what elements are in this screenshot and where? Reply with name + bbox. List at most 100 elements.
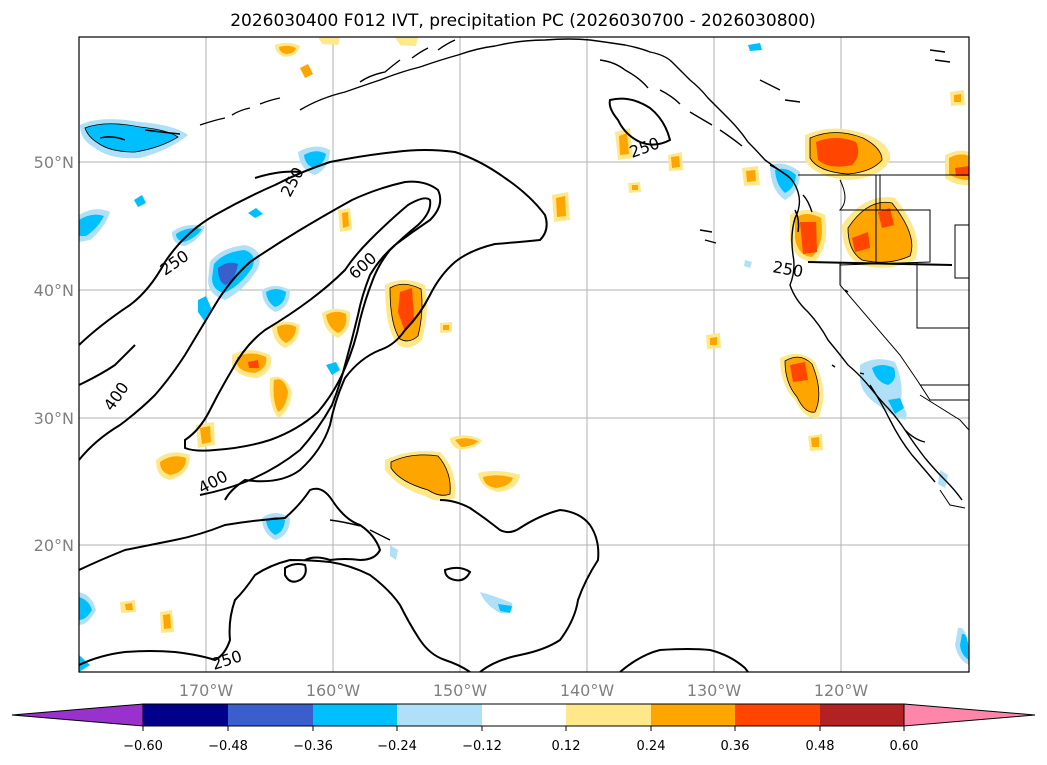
lon-label: 160°W: [306, 681, 361, 700]
precip-pos-area: [342, 212, 349, 228]
precip-pos-area: [200, 426, 211, 444]
precip-pos-area: [878, 208, 894, 228]
precip-pos-area: [277, 324, 296, 343]
precip-neg-area: [218, 262, 238, 285]
colorbar-label: 0.48: [806, 739, 835, 754]
colorbar-segment: [143, 704, 228, 726]
precip-pos-area: [954, 94, 961, 102]
ivt-contour-250: [619, 648, 749, 672]
precip-pos-area: [746, 170, 756, 182]
colorbar-label: −0.60: [123, 739, 163, 754]
precip-pos-area: [125, 603, 133, 610]
colorbar-label: 0.36: [721, 739, 750, 754]
ivt-contour-250: [807, 261, 953, 266]
colorbar-segment: [397, 704, 482, 726]
lat-label: 40°N: [34, 281, 74, 300]
precip-neg-area: [266, 517, 285, 535]
colorbar-label: 0.12: [552, 739, 581, 754]
lon-label: 120°W: [814, 681, 869, 700]
colorbar-segment: [903, 703, 1036, 727]
precip-pos-area: [955, 166, 969, 176]
colorbar-label: 0.24: [637, 739, 666, 754]
precip-neg-area: [390, 545, 398, 560]
precip-pos-area: [318, 37, 340, 45]
precip-neg-area: [872, 365, 896, 385]
ivt-contour-250: [79, 149, 548, 346]
map-area: 250 250 600 400 400 250 250 250: [78, 36, 970, 673]
precip-neg-area: [266, 289, 286, 307]
precip-pos-area: [300, 64, 313, 78]
colorbar-segment: [228, 704, 313, 726]
colorbar-frame: [142, 703, 905, 727]
precip-pos-area: [455, 438, 478, 447]
precip-neg-area: [248, 208, 263, 218]
colorbar-segment: [651, 704, 735, 726]
colorbar-label: −0.48: [208, 739, 248, 754]
longitude-labels: 170°W 160°W 150°W 140°W 130°W 120°W: [179, 681, 869, 700]
colorbar: −0.60 −0.48 −0.36 −0.24 −0.12 0.12 0.24 …: [11, 703, 1036, 754]
precip-neg-area: [888, 398, 904, 414]
ivt-contour-250: [284, 563, 307, 583]
ivt-contour-400: [79, 180, 442, 496]
colorbar-segment: [566, 704, 651, 726]
lon-label: 140°W: [560, 681, 615, 700]
precip-pos-area: [326, 311, 347, 333]
colorbar-segment: [735, 704, 820, 726]
precip-pos-area: [816, 138, 859, 167]
ivt-contour-400: [79, 344, 136, 386]
precip-pos-area: [163, 614, 171, 629]
ivt-contour-250: [443, 566, 472, 582]
precip-pos-area: [160, 456, 186, 475]
colorbar-segment: [820, 704, 904, 726]
precip-neg-area: [960, 633, 969, 660]
lon-label: 130°W: [687, 681, 742, 700]
precip-neg-area: [748, 43, 762, 51]
precip-pos-area: [800, 222, 817, 254]
precip-neg-area: [134, 195, 146, 207]
precip-pos-area: [279, 45, 296, 54]
precip-pos-area: [443, 325, 449, 330]
map-frame: [78, 36, 970, 673]
precip-contour-lines: [84, 123, 913, 496]
ivt-contour-600: [184, 197, 432, 452]
lon-label: 170°W: [179, 681, 234, 700]
coastlines: [99, 38, 963, 541]
precip-pos-area: [852, 232, 870, 252]
colorbar-label: 0.60: [890, 739, 919, 754]
precip-neg-area: [744, 260, 752, 268]
lat-label: 50°N: [34, 153, 74, 172]
political-borders: [798, 174, 969, 509]
colorbar-ticks: [142, 726, 905, 731]
precip-pos-area: [556, 196, 566, 217]
precip-pos-area: [395, 37, 418, 46]
precip-neg-area: [775, 168, 796, 193]
precip-neg-area: [498, 604, 512, 613]
ivt-contour-250: [254, 170, 301, 179]
colorbar-segment: [313, 704, 397, 726]
colorbar-label: −0.36: [293, 739, 333, 754]
map-title: 2026030400 F012 IVT, precipitation PC (2…: [230, 11, 816, 31]
precip-neg-area: [79, 597, 92, 620]
precip-pos-area: [619, 133, 629, 155]
latitude-labels: 50°N 40°N 30°N 20°N: [34, 153, 74, 555]
colorbar-segment: [482, 704, 566, 726]
precip-neg-area: [79, 214, 104, 236]
colorbar-label: −0.12: [462, 739, 502, 754]
precip-neg-area: [326, 362, 340, 375]
ivt-contours: [79, 97, 953, 672]
ivt-contour-250: [79, 558, 471, 672]
precip-pos-area: [671, 156, 680, 168]
precip-pos-area: [391, 454, 451, 496]
precip-pos-area: [248, 360, 259, 368]
ivt-contour-250: [439, 499, 600, 672]
precip-pos-area: [790, 362, 808, 382]
colorbar-label: −0.24: [377, 739, 417, 754]
lon-label: 150°W: [433, 681, 488, 700]
precip-pos-area: [483, 475, 513, 488]
ivt-contour-250: [608, 97, 672, 146]
colorbar-segment: [11, 703, 144, 727]
precip-negative-areas: [79, 43, 969, 672]
precip-pos-area: [273, 379, 288, 412]
precip-pos-area: [398, 288, 414, 332]
